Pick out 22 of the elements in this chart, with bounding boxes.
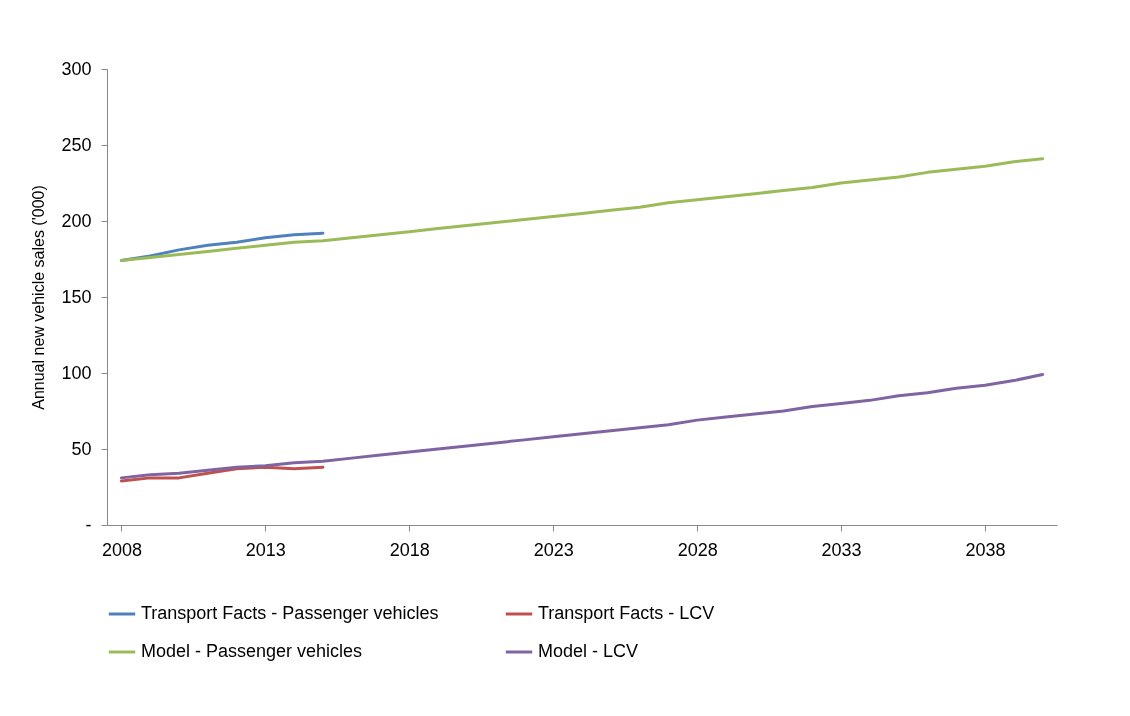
legend-label: Model - Passenger vehicles	[141, 641, 363, 661]
y-tick-label: 200	[61, 210, 92, 231]
y-tick-label: 100	[61, 362, 92, 383]
x-tick-label: 2008	[101, 539, 142, 560]
line-series	[119, 465, 325, 483]
line-series	[119, 373, 1045, 480]
x-tick-label: 2018	[389, 539, 430, 560]
line-series	[119, 157, 1045, 263]
y-tick-label: 300	[61, 58, 92, 79]
y-tick-label: 50	[71, 438, 92, 459]
y-tick-label: -	[85, 514, 92, 535]
x-tick-label: 2028	[677, 539, 718, 560]
x-tick-label: 2033	[821, 539, 862, 560]
x-tick-label: 2038	[965, 539, 1006, 560]
legend-label: Model - LCV	[538, 641, 639, 661]
y-tick-label: 150	[61, 286, 92, 307]
x-tick-label: 2013	[245, 539, 286, 560]
legend-label: Transport Facts - LCV	[538, 603, 715, 623]
y-tick-label: 250	[61, 134, 92, 155]
legend-label: Transport Facts - Passenger vehicles	[141, 603, 439, 623]
y-axis-title: Annual new vehicle sales ('000)	[30, 185, 48, 410]
x-tick-label: 2023	[533, 539, 574, 560]
